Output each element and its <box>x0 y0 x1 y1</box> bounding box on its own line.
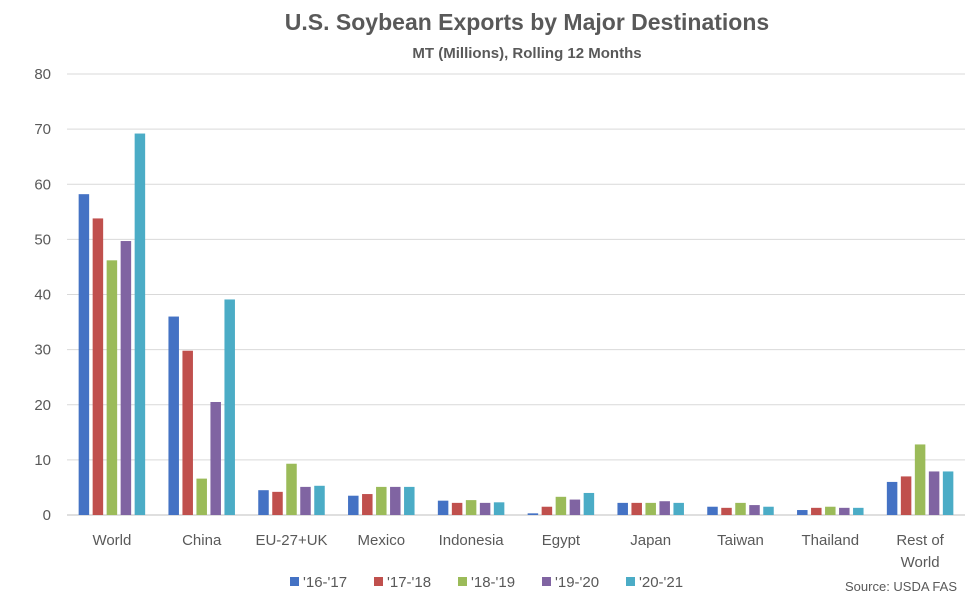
y-tick-label: 20 <box>34 397 51 414</box>
legend-swatch <box>374 577 383 586</box>
bar <box>314 485 325 515</box>
legend-label: '20-'21 <box>639 574 683 591</box>
bar <box>811 507 822 515</box>
bar <box>120 241 132 515</box>
y-tick-label: 0 <box>43 507 51 524</box>
bars <box>78 133 954 516</box>
bar <box>928 471 940 515</box>
bar <box>390 486 401 515</box>
x-category-label: Indonesia <box>439 532 505 549</box>
legend-label: '17-'18 <box>387 574 431 591</box>
bar <box>942 471 954 515</box>
gridlines <box>67 73 965 516</box>
x-axis-categories: World China EU-27+UK Mexico Indonesia Egypt Ja… <box>92 532 944 571</box>
bar <box>839 507 850 515</box>
bar <box>721 507 732 515</box>
bar <box>134 133 146 515</box>
bar <box>707 506 718 515</box>
bar <box>106 260 118 515</box>
bar <box>196 478 207 515</box>
bar <box>465 500 477 515</box>
y-tick-label: 60 <box>34 176 51 193</box>
y-tick-label: 80 <box>34 66 51 83</box>
bar <box>735 502 746 515</box>
x-category-label: Taiwan <box>717 532 764 549</box>
x-category-label: Thailand <box>802 532 860 549</box>
bar <box>404 486 415 515</box>
x-category-label: World <box>901 554 940 571</box>
bar <box>645 502 656 515</box>
bar <box>631 502 642 515</box>
y-tick-label: 30 <box>34 342 51 359</box>
bar <box>673 502 684 515</box>
bar <box>272 491 283 515</box>
bar <box>493 502 505 515</box>
bar <box>659 501 670 515</box>
y-tick-label: 40 <box>34 287 51 304</box>
bar <box>286 463 297 515</box>
bar <box>437 500 449 515</box>
bar <box>376 486 387 515</box>
bar <box>210 401 221 515</box>
legend-swatch <box>542 577 551 586</box>
bar <box>825 506 836 515</box>
y-axis-ticks: 0 10 20 30 40 50 60 70 80 <box>34 66 51 524</box>
legend-label: '16-'17 <box>303 574 347 591</box>
x-category-label: China <box>182 532 222 549</box>
bar <box>348 495 359 515</box>
bar <box>451 502 463 515</box>
y-tick-label: 50 <box>34 231 51 248</box>
bar <box>914 444 926 515</box>
bar <box>479 502 491 515</box>
legend-swatch <box>290 577 299 586</box>
bar <box>555 496 567 515</box>
bar <box>853 507 864 515</box>
bar <box>583 492 595 515</box>
bar <box>749 505 760 515</box>
y-tick-label: 70 <box>34 121 51 138</box>
chart-title: U.S. Soybean Exports by Major Destinatio… <box>285 9 769 35</box>
bar <box>182 350 193 515</box>
bar <box>92 218 104 516</box>
x-category-label: EU-27+UK <box>255 532 327 549</box>
legend-label: '18-'19 <box>471 574 515 591</box>
chart-subtitle: MT (Millions), Rolling 12 Months <box>412 45 641 62</box>
x-category-label: Rest of <box>896 532 944 549</box>
bar <box>224 299 235 515</box>
bar <box>168 316 179 515</box>
bar <box>541 506 553 515</box>
bar <box>797 510 808 515</box>
bar <box>763 506 774 515</box>
x-category-label: Mexico <box>358 532 406 549</box>
legend-swatch <box>626 577 635 586</box>
bar <box>527 513 539 515</box>
x-category-label: Egypt <box>542 532 581 549</box>
bar <box>617 502 628 515</box>
bar <box>886 481 898 515</box>
bar <box>362 494 373 515</box>
bar <box>900 476 912 515</box>
source-note: Source: USDA FAS <box>845 579 957 594</box>
y-tick-label: 10 <box>34 452 51 469</box>
bar <box>300 486 311 515</box>
bar <box>258 490 269 515</box>
legend-label: '19-'20 <box>555 574 599 591</box>
x-category-label: Japan <box>630 532 671 549</box>
x-category-label: World <box>92 532 131 549</box>
bar <box>569 499 581 515</box>
bar <box>78 194 90 516</box>
legend-swatch <box>458 577 467 586</box>
legend: '16-'17 '17-'18 '18-'19 '19-'20 '20-'21 <box>290 574 683 591</box>
